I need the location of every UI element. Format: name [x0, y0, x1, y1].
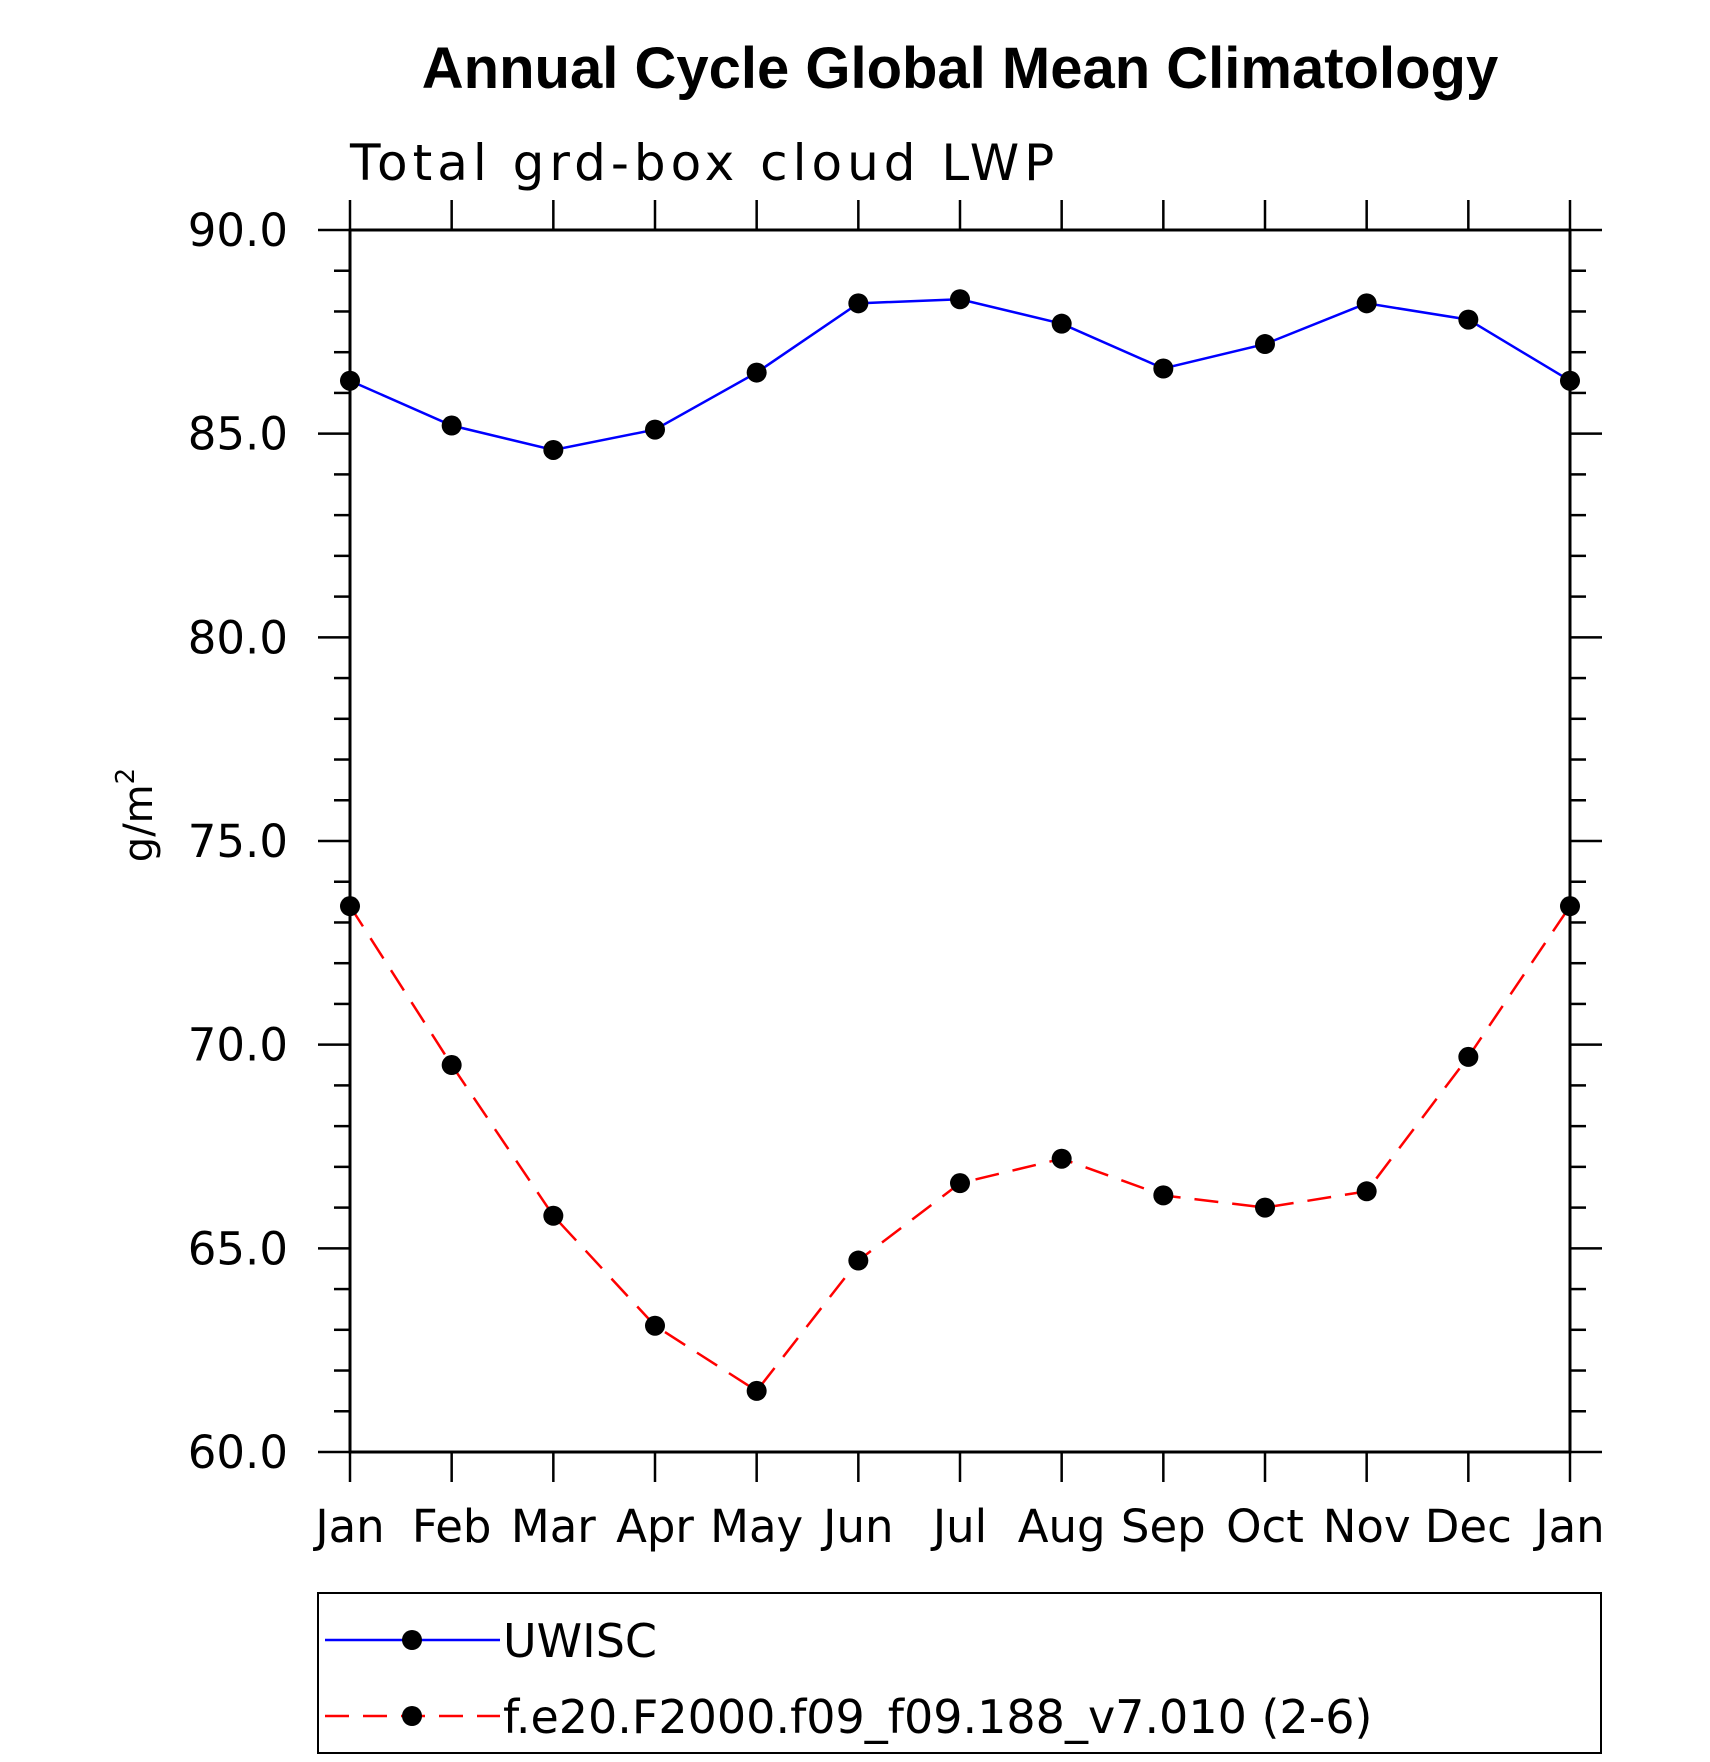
legend: UWISC f.e20.F2000.f09_f09.188_v7.010 (2-6…	[317, 1592, 1602, 1754]
x-tick-label: Mar	[511, 1500, 596, 1553]
series-2-point	[441, 1055, 462, 1076]
series-1-point	[1356, 293, 1377, 314]
series-1-point	[1051, 313, 1072, 334]
series-1-point	[543, 439, 564, 460]
series-2-point	[340, 896, 360, 917]
y-tick-label: 80.0	[188, 611, 288, 664]
x-tick-label: Jul	[930, 1500, 987, 1553]
legend-items: UWISC f.e20.F2000.f09_f09.188_v7.010 (2-6…	[325, 1614, 1373, 1744]
y-tick-label: 70.0	[188, 1019, 288, 1072]
legend-frame	[317, 1592, 1602, 1754]
series-1-point	[1255, 334, 1275, 355]
y-tick-label: 65.0	[188, 1222, 288, 1275]
series-2-point	[746, 1380, 767, 1401]
x-tick-label: Jan	[312, 1500, 384, 1553]
series-2-point	[1560, 896, 1580, 917]
series-2-point	[1356, 1181, 1377, 1202]
x-tick-label: Aug	[1018, 1500, 1106, 1553]
y-tick-label: 90.0	[188, 204, 288, 257]
y-tick-label: 85.0	[188, 408, 288, 461]
series-2-point	[1153, 1185, 1174, 1206]
legend-label-2: f.e20.F2000.f09_f09.188_v7.010 (2-6)	[503, 1690, 1373, 1744]
legend-marker-1	[402, 1630, 422, 1650]
plot-frame	[348, 228, 1572, 1454]
series-line-1	[349, 297, 1571, 452]
x-tick-label: Feb	[412, 1500, 492, 1553]
legend-marker-2	[402, 1706, 422, 1726]
legend-label-1: UWISC	[503, 1614, 657, 1668]
series-1-point	[848, 293, 869, 314]
series-layer	[340, 289, 1580, 1401]
x-tick-label: Oct	[1226, 1500, 1304, 1553]
series-1-point	[645, 419, 665, 440]
y-tick-label: 60.0	[188, 1426, 288, 1479]
series-2-point	[1051, 1148, 1072, 1169]
y-tick-label: 75.0	[188, 815, 288, 868]
series-2-point	[950, 1173, 970, 1194]
y-axis-label-exponent: 2	[111, 768, 141, 785]
x-tick-label: Jan	[1532, 1500, 1604, 1553]
series-1-point	[1560, 370, 1580, 391]
series-1-point	[746, 362, 767, 383]
chart-subtitle: Total grd-box cloud LWP	[349, 134, 1059, 192]
series-line-2	[348, 905, 1572, 1393]
y-axis-label-unit: g/m	[116, 784, 162, 862]
series-1-point	[441, 415, 462, 436]
series-2-point	[1458, 1046, 1479, 1067]
series-1-point	[1458, 309, 1479, 330]
series-1-point	[1153, 358, 1174, 379]
x-tick-label: Dec	[1425, 1500, 1512, 1553]
chart-title: Annual Cycle Global Mean Climatology	[422, 36, 1498, 101]
x-tick-label: Apr	[616, 1500, 694, 1553]
series-2-point	[543, 1205, 564, 1226]
series-1-point	[950, 289, 970, 310]
y-axis-ticks: 60.0 65.0 70.0 75.0 80.0 85.0 90.0	[188, 204, 1602, 1479]
x-tick-label: Nov	[1323, 1500, 1411, 1553]
x-tick-label: Sep	[1121, 1500, 1206, 1553]
x-axis-ticks: Jan Feb Mar Apr May Jun Jul Aug Sep Oct Nov Dec Jan	[312, 200, 1605, 1553]
series-1-point	[340, 370, 360, 391]
series-2-point	[1255, 1197, 1275, 1218]
y-axis-label: g/m2	[111, 768, 162, 862]
x-tick-label: May	[710, 1500, 803, 1553]
series-2-point	[645, 1315, 665, 1336]
x-tick-label: Jun	[820, 1500, 893, 1553]
series-2-point	[848, 1250, 869, 1271]
